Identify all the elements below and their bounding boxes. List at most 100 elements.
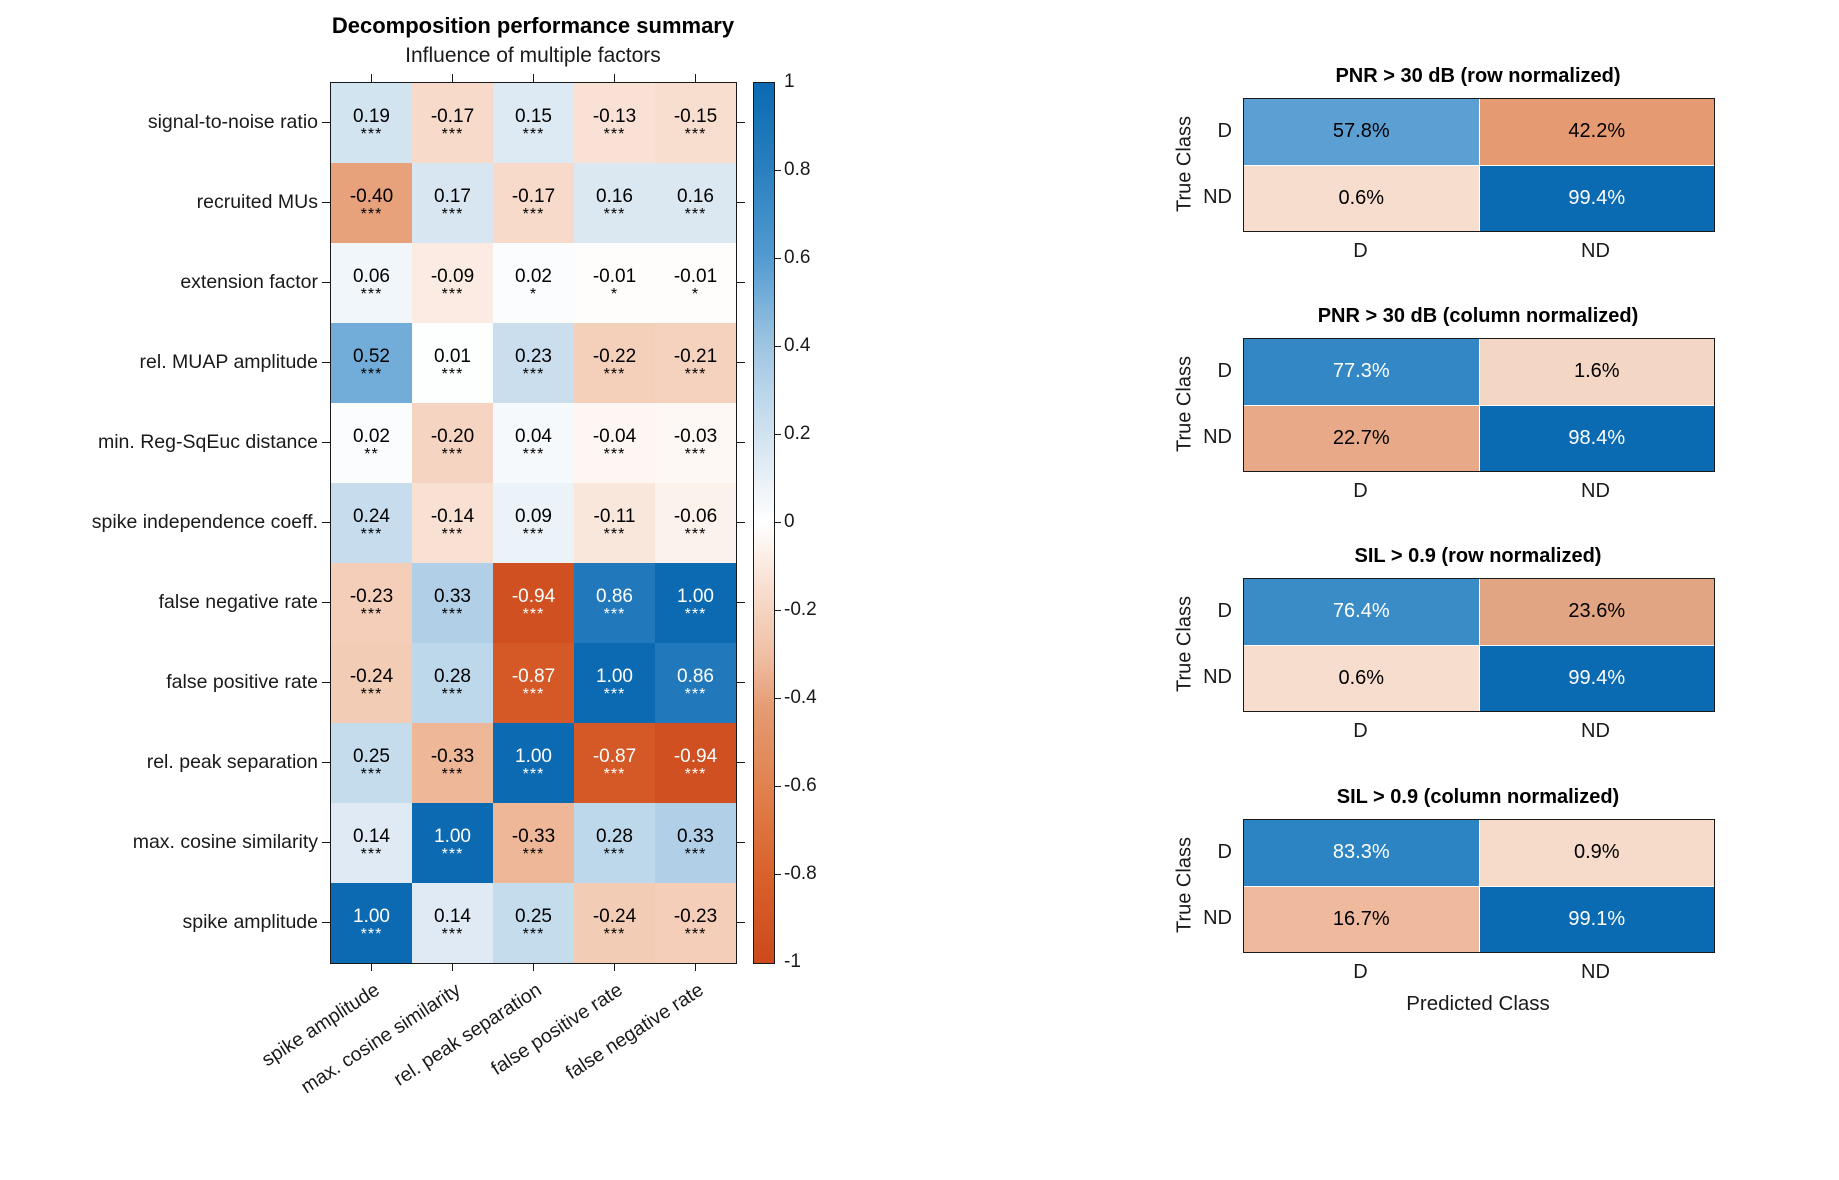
- significance-stars: *: [529, 285, 538, 303]
- axis-tick: [737, 282, 745, 283]
- heatmap-cell: 0.23 ***: [493, 323, 574, 403]
- significance-stars: ***: [441, 605, 464, 623]
- significance-stars: ***: [360, 285, 383, 303]
- heatmap-cell-value: -0.23: [349, 585, 394, 607]
- significance-stars: ***: [522, 125, 545, 143]
- significance-stars: ***: [522, 925, 545, 943]
- axis-tick: [451, 74, 453, 82]
- heatmap-cell: -0.04 ***: [574, 403, 655, 483]
- heatmap-cell: 1.00 ***: [574, 643, 655, 723]
- heatmap-cell: 1.00 ***: [655, 563, 736, 643]
- heatmap-cell-value: 0.33: [434, 585, 471, 607]
- colorbar-tick: [775, 346, 781, 347]
- colorbar-tick-label: -0.8: [784, 863, 817, 884]
- heatmap-cell-value: -0.17: [511, 185, 556, 207]
- colorbar-tick: [775, 170, 781, 171]
- significance-stars: ***: [603, 685, 626, 703]
- axis-tick: [737, 682, 745, 683]
- axis-tick: [322, 602, 330, 603]
- heatmap-cell-value: 0.28: [596, 825, 633, 847]
- significance-stars: ***: [360, 365, 383, 383]
- heatmap-cell-value: 0.23: [515, 345, 552, 367]
- significance-stars: ***: [360, 845, 383, 863]
- colorbar-tick-label: -0.6: [784, 775, 817, 796]
- heatmap-cell-value: -0.11: [593, 505, 636, 527]
- colorbar: [753, 82, 775, 964]
- axis-tick: [737, 922, 745, 923]
- confusion-cell: 99.4%: [1479, 645, 1714, 711]
- axis-tick: [370, 74, 372, 82]
- heatmap-cell: 0.86 ***: [574, 563, 655, 643]
- significance-stars: ***: [441, 445, 464, 463]
- heatmap-cell-value: 0.14: [353, 825, 390, 847]
- confusion-matrix: 57.8% 42.2% 0.6% 99.4%: [1243, 98, 1715, 232]
- heatmap-cell-value: 1.00: [677, 585, 714, 607]
- confusion-row-label: D: [1217, 600, 1232, 622]
- confusion-cell: 99.1%: [1479, 886, 1714, 952]
- significance-stars: ***: [603, 765, 626, 783]
- colorbar-tick: [775, 522, 781, 523]
- heatmap-cell: 0.09 ***: [493, 483, 574, 563]
- confusion-matrix-title: SIL > 0.9 (row normalized): [1354, 545, 1602, 567]
- axis-tick: [322, 682, 330, 683]
- heatmap-cell-value: 1.00: [353, 905, 390, 927]
- heatmap-cell: -0.14 ***: [412, 483, 493, 563]
- confusion-cell: 0.9%: [1479, 820, 1714, 886]
- heatmap-cell: -0.33 ***: [412, 723, 493, 803]
- confusion-cell: 98.4%: [1479, 405, 1714, 471]
- significance-stars: ***: [603, 845, 626, 863]
- axis-tick: [532, 963, 534, 971]
- significance-stars: ***: [603, 925, 626, 943]
- heatmap-cell-value: 0.16: [596, 185, 633, 207]
- heatmap-cell: 0.06 ***: [331, 243, 412, 323]
- heatmap-cell-value: 0.01: [434, 345, 471, 367]
- significance-stars: *: [691, 285, 700, 303]
- axis-tick: [737, 522, 745, 523]
- heatmap-cell-value: 0.86: [677, 665, 714, 687]
- heatmap-cell: -0.87 ***: [493, 643, 574, 723]
- significance-stars: ***: [360, 125, 383, 143]
- axis-tick: [737, 442, 745, 443]
- heatmap-row-label: min. Reg-SqEuc distance: [97, 431, 318, 453]
- heatmap-cell: -0.17 ***: [412, 83, 493, 163]
- significance-stars: ***: [684, 925, 707, 943]
- heatmap-cell-value: 0.86: [596, 585, 633, 607]
- confusion-col-label: ND: [1581, 240, 1610, 262]
- confusion-row-label: ND: [1203, 907, 1232, 929]
- significance-stars: ***: [522, 685, 545, 703]
- heatmap-cell-value: -0.17: [430, 105, 475, 127]
- heatmap-cell: -0.87 ***: [574, 723, 655, 803]
- colorbar-tick-label: -1: [784, 951, 801, 972]
- heatmap-cell: 0.17 ***: [412, 163, 493, 243]
- significance-stars: ***: [441, 765, 464, 783]
- significance-stars: **: [364, 445, 379, 463]
- axis-tick: [370, 963, 372, 971]
- heatmap-cell-value: 1.00: [515, 745, 552, 767]
- confusion-matrix: 76.4% 23.6% 0.6% 99.4%: [1243, 578, 1715, 712]
- heatmap-cell-value: -0.87: [592, 745, 637, 767]
- colorbar-tick: [775, 786, 781, 787]
- significance-stars: ***: [360, 205, 383, 223]
- heatmap-cell-value: -0.01: [592, 265, 637, 287]
- colorbar-tick-label: 0.4: [784, 335, 811, 356]
- significance-stars: ***: [522, 845, 545, 863]
- heatmap-cell: 1.00 ***: [331, 883, 412, 963]
- heatmap-cell: 0.02 **: [331, 403, 412, 483]
- significance-stars: ***: [684, 525, 707, 543]
- significance-stars: ***: [441, 525, 464, 543]
- heatmap-cell: 0.52 ***: [331, 323, 412, 403]
- confusion-col-label: ND: [1581, 961, 1610, 983]
- axis-tick: [737, 602, 745, 603]
- confusion-row-label: D: [1217, 120, 1232, 142]
- significance-stars: ***: [684, 365, 707, 383]
- significance-stars: ***: [603, 125, 626, 143]
- confusion-cell: 1.6%: [1479, 339, 1714, 405]
- heatmap-cell-value: -0.03: [673, 425, 718, 447]
- heatmap-cell-value: 0.19: [353, 105, 390, 127]
- heatmap-cell-value: -0.24: [349, 665, 394, 687]
- axis-tick: [613, 963, 615, 971]
- heatmap-cell-value: 0.17: [434, 185, 471, 207]
- heatmap-cell-value: -0.23: [673, 905, 718, 927]
- heatmap-cell: 0.33 ***: [655, 803, 736, 883]
